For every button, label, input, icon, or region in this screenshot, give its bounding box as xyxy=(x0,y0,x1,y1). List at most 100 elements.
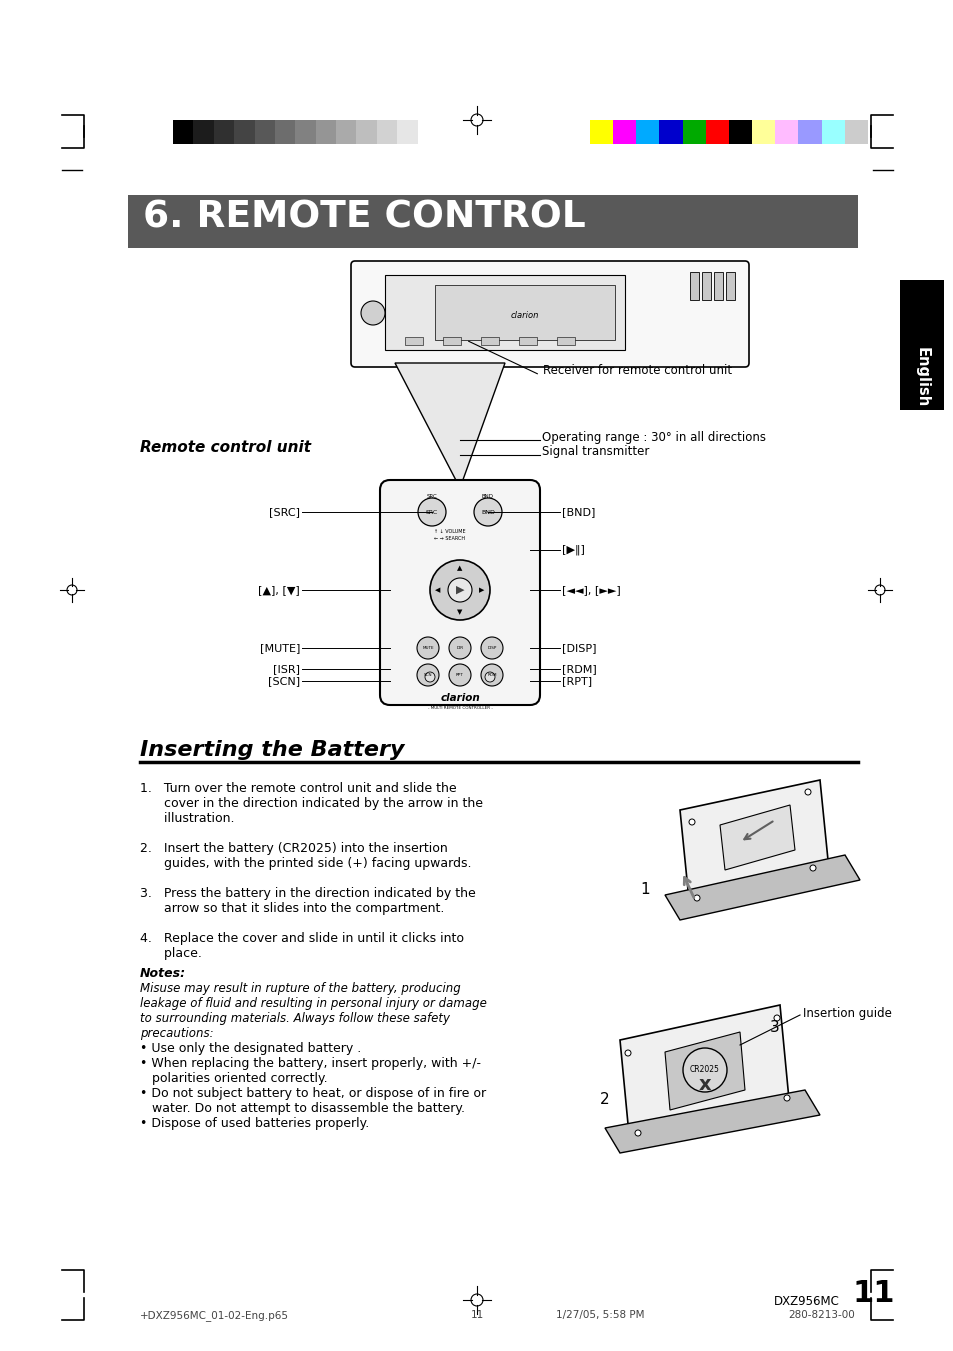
Circle shape xyxy=(449,638,471,659)
Circle shape xyxy=(804,789,810,794)
Text: SCN: SCN xyxy=(423,673,432,677)
Text: 6. REMOTE CONTROL: 6. REMOTE CONTROL xyxy=(143,199,585,235)
Text: BND: BND xyxy=(481,494,494,499)
Bar xyxy=(396,120,417,145)
Bar xyxy=(701,272,710,300)
Circle shape xyxy=(360,301,385,326)
Text: [DISP]: [DISP] xyxy=(561,643,596,653)
Text: Remote control unit: Remote control unit xyxy=(140,440,311,455)
Bar xyxy=(376,120,396,145)
Text: • Dispose of used batteries properly.: • Dispose of used batteries properly. xyxy=(140,1117,369,1129)
Text: cover in the direction indicated by the arrow in the: cover in the direction indicated by the … xyxy=(140,797,482,811)
Text: RDM: RDM xyxy=(487,673,497,677)
Text: leakage of fluid and resulting in personal injury or damage: leakage of fluid and resulting in person… xyxy=(140,997,486,1011)
Text: Receiver for remote control unit: Receiver for remote control unit xyxy=(542,363,731,377)
Text: x: x xyxy=(698,1075,711,1094)
Bar xyxy=(335,120,356,145)
Bar xyxy=(725,272,734,300)
Text: Notes:: Notes: xyxy=(140,967,186,979)
Text: polarities oriented correctly.: polarities oriented correctly. xyxy=(140,1071,327,1085)
Circle shape xyxy=(430,561,490,620)
Text: • When replacing the battery, insert properly, with +/-: • When replacing the battery, insert pro… xyxy=(140,1056,480,1070)
Bar xyxy=(659,120,682,145)
Text: [SCN]: [SCN] xyxy=(268,676,299,686)
Bar xyxy=(254,120,274,145)
Text: CR2025: CR2025 xyxy=(689,1066,720,1074)
Polygon shape xyxy=(664,855,859,920)
Text: RPT: RPT xyxy=(456,673,463,677)
Text: MUTE: MUTE xyxy=(422,646,434,650)
Polygon shape xyxy=(619,1005,789,1146)
Text: 1: 1 xyxy=(639,882,649,897)
Bar xyxy=(417,120,437,145)
Circle shape xyxy=(480,638,502,659)
Text: ↑ ↓ VOLUME: ↑ ↓ VOLUME xyxy=(434,530,465,534)
Text: 11: 11 xyxy=(470,1310,483,1320)
Circle shape xyxy=(424,671,435,682)
Bar xyxy=(518,336,537,345)
Text: ▶: ▶ xyxy=(478,586,484,593)
Text: • Do not subject battery to heat, or dispose of in fire or: • Do not subject battery to heat, or dis… xyxy=(140,1088,486,1100)
Text: place.: place. xyxy=(140,947,202,961)
Text: • Use only the designated battery .: • Use only the designated battery . xyxy=(140,1042,361,1055)
Bar xyxy=(315,120,335,145)
Text: [RDM]: [RDM] xyxy=(561,663,597,674)
Bar xyxy=(899,280,943,409)
Text: [▶‖]: [▶‖] xyxy=(561,544,584,555)
Bar xyxy=(385,276,624,350)
Bar xyxy=(274,120,295,145)
Text: 1/27/05, 5:58 PM: 1/27/05, 5:58 PM xyxy=(556,1310,643,1320)
Circle shape xyxy=(416,663,438,686)
Circle shape xyxy=(416,638,438,659)
Circle shape xyxy=(809,865,815,871)
Bar xyxy=(728,120,751,145)
Bar xyxy=(480,336,498,345)
Text: 2.   Insert the battery (CR2025) into the insertion: 2. Insert the battery (CR2025) into the … xyxy=(140,842,447,855)
Bar xyxy=(233,120,254,145)
Polygon shape xyxy=(664,1032,744,1111)
Bar xyxy=(442,336,460,345)
Text: Insertion guide: Insertion guide xyxy=(802,1006,891,1020)
Text: water. Do not attempt to disassemble the battery.: water. Do not attempt to disassemble the… xyxy=(140,1102,464,1115)
Text: ← → SEARCH: ← → SEARCH xyxy=(434,536,465,540)
Circle shape xyxy=(484,671,495,682)
Text: 4.   Replace the cover and slide in until it clicks into: 4. Replace the cover and slide in until … xyxy=(140,932,463,944)
Bar xyxy=(844,120,867,145)
Bar xyxy=(613,120,636,145)
Text: precautions:: precautions: xyxy=(140,1027,213,1040)
Text: SRC: SRC xyxy=(425,509,437,515)
Circle shape xyxy=(688,819,695,825)
Text: [MUTE]: [MUTE] xyxy=(259,643,299,653)
Text: 2: 2 xyxy=(599,1093,609,1108)
Bar xyxy=(636,120,659,145)
Text: ▼: ▼ xyxy=(456,609,462,615)
Text: DIR: DIR xyxy=(456,646,463,650)
Bar xyxy=(405,336,422,345)
Text: [▲], [▼]: [▲], [▼] xyxy=(258,585,299,594)
Circle shape xyxy=(474,499,501,526)
Bar xyxy=(689,272,699,300)
Text: 3.   Press the battery in the direction indicated by the: 3. Press the battery in the direction in… xyxy=(140,888,476,900)
Circle shape xyxy=(682,1048,726,1092)
Circle shape xyxy=(773,1015,780,1021)
Bar xyxy=(589,120,613,145)
Text: to surrounding materials. Always follow these safety: to surrounding materials. Always follow … xyxy=(140,1012,450,1025)
Text: [ISR]: [ISR] xyxy=(273,663,299,674)
Text: arrow so that it slides into the compartment.: arrow so that it slides into the compart… xyxy=(140,902,444,915)
Bar xyxy=(821,120,844,145)
Text: DISP: DISP xyxy=(487,646,497,650)
Text: 11: 11 xyxy=(852,1279,894,1308)
Text: BND: BND xyxy=(480,509,495,515)
Text: DXZ956MC: DXZ956MC xyxy=(773,1296,840,1308)
Bar xyxy=(751,120,775,145)
Bar xyxy=(682,120,705,145)
Bar xyxy=(798,120,821,145)
Text: ◀: ◀ xyxy=(435,586,440,593)
FancyBboxPatch shape xyxy=(379,480,539,705)
Text: clarion: clarion xyxy=(510,311,538,319)
Text: 280-8213-00: 280-8213-00 xyxy=(787,1310,854,1320)
Bar xyxy=(295,120,315,145)
Text: 3: 3 xyxy=(769,1020,779,1035)
Text: [◄◄], [►►]: [◄◄], [►►] xyxy=(561,585,620,594)
Polygon shape xyxy=(395,363,504,488)
